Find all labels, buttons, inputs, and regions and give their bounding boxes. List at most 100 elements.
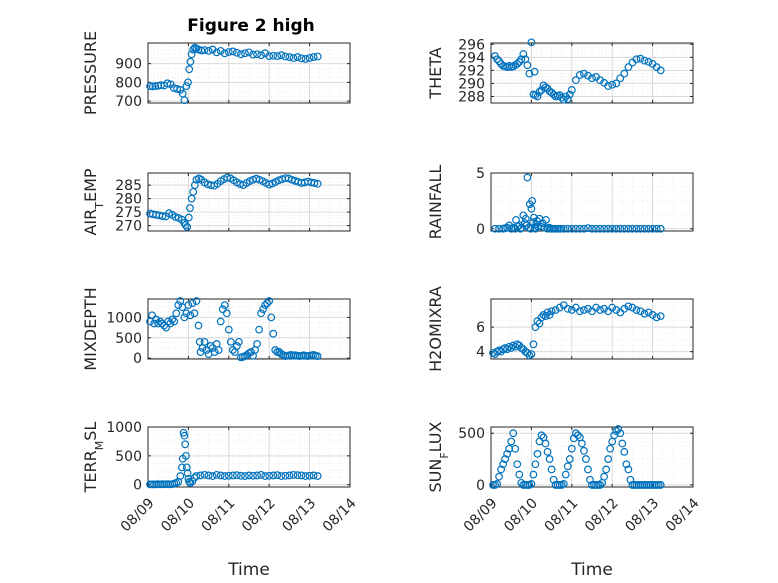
data-point [559, 479, 568, 488]
data-point [543, 308, 552, 317]
y-tick-label: 285 [115, 178, 142, 194]
data-point [624, 224, 633, 233]
data-point [614, 425, 623, 433]
data-point [293, 53, 302, 61]
data-point [545, 455, 554, 463]
data-point [214, 346, 223, 354]
data-point [600, 304, 609, 313]
axes-box [147, 42, 351, 104]
x-axis-label: Time [227, 560, 270, 580]
data-point [189, 45, 198, 54]
x-tick-label: 08/09 [461, 495, 501, 535]
y-tick-label: 0 [133, 351, 142, 367]
data-point [565, 455, 574, 463]
data-point [575, 71, 584, 79]
data-point [204, 471, 213, 480]
data-point [563, 224, 572, 233]
data-point [257, 470, 266, 479]
data-point [547, 88, 556, 97]
y-tick-label: 280 [115, 192, 142, 208]
data-point [249, 50, 257, 59]
data-point [497, 59, 506, 68]
data-point [309, 53, 318, 61]
data-point [253, 50, 261, 59]
y-tick-label: 296 [458, 37, 485, 53]
data-point [174, 301, 183, 310]
data-point [285, 471, 294, 480]
data-point [648, 311, 657, 319]
data-point [501, 455, 510, 463]
data-point [216, 46, 225, 55]
data-point [220, 49, 229, 58]
data-point [549, 475, 558, 484]
data-point [523, 173, 532, 182]
data-point [301, 472, 310, 480]
data-point [622, 460, 631, 469]
data-point [216, 471, 225, 480]
data-point [176, 472, 185, 480]
data-point [604, 224, 613, 233]
data-point [543, 447, 552, 456]
data-point [628, 303, 637, 312]
x-tick-label: 08/09 [118, 495, 158, 535]
data-point [234, 337, 243, 346]
data-point [526, 224, 535, 233]
axes-box [147, 172, 351, 232]
y-tick-label: 292 [458, 63, 485, 79]
data-point [305, 471, 314, 480]
data-point [186, 204, 194, 212]
data-point [273, 471, 282, 480]
data-point [592, 224, 600, 233]
data-point [253, 471, 261, 480]
x-tick-label: 08/13 [622, 495, 662, 535]
data-point [181, 440, 190, 449]
data-point [269, 329, 278, 338]
data-point [640, 309, 649, 318]
data-point [640, 224, 649, 233]
axes-box [490, 298, 694, 360]
data-point [632, 55, 641, 64]
data-point [584, 465, 592, 474]
data-point [523, 61, 532, 70]
data-point [529, 340, 538, 349]
data-point [644, 58, 653, 66]
data-point [289, 54, 298, 62]
data-point [186, 311, 195, 320]
data-point [618, 439, 627, 448]
data-point [578, 439, 586, 448]
data-point [182, 463, 191, 472]
data-point [241, 49, 249, 58]
data-point [265, 180, 274, 189]
data-point [232, 471, 241, 480]
data-point [267, 313, 276, 322]
data-point [584, 304, 592, 313]
data-point [184, 213, 193, 222]
data-point [232, 342, 241, 350]
data-point [232, 48, 241, 57]
data-point [541, 83, 550, 92]
data-point [493, 55, 501, 64]
data-point [196, 471, 205, 480]
data-point [184, 78, 192, 87]
data-point [313, 352, 322, 361]
data-point [310, 179, 319, 187]
data-point [281, 52, 290, 61]
data-point [567, 86, 576, 94]
data-point [636, 307, 645, 316]
data-point [263, 299, 272, 307]
data-point [527, 479, 536, 488]
x-tick-label: 08/14 [663, 495, 703, 535]
data-point [626, 475, 635, 484]
data-point [567, 224, 576, 233]
data-point [584, 224, 592, 233]
data-point [616, 224, 625, 233]
data-point [517, 55, 526, 64]
y-tick-label: 6 [476, 320, 485, 336]
data-point [218, 305, 227, 314]
data-point [186, 479, 195, 487]
data-point [503, 449, 512, 458]
data-point [652, 224, 661, 233]
data-point [313, 52, 322, 61]
data-point [194, 321, 203, 330]
data-point [592, 303, 600, 312]
